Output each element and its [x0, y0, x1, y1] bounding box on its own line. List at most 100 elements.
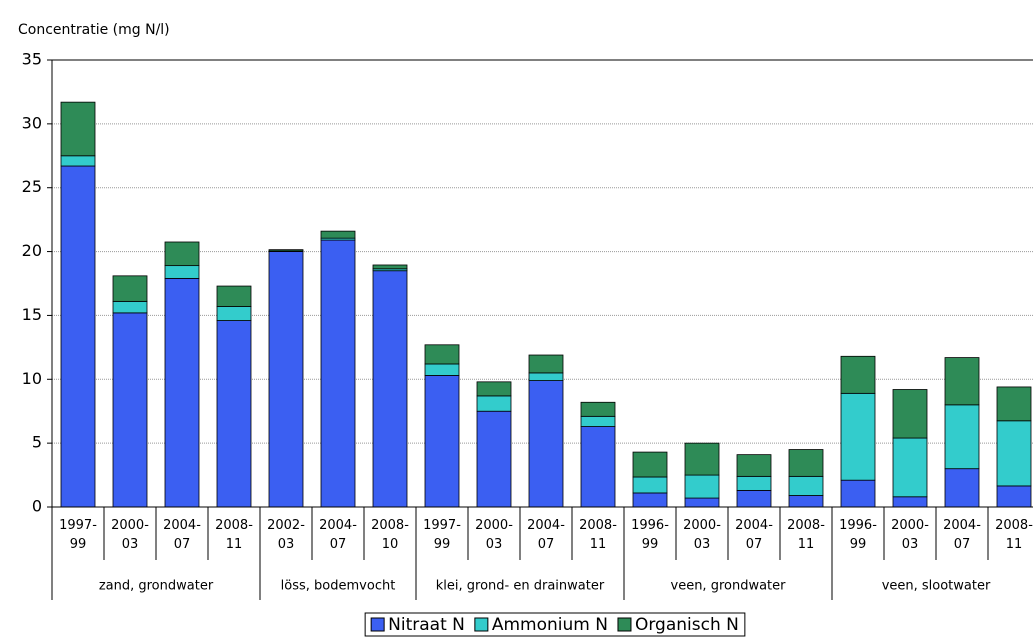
x-tick-label-line: 03: [122, 537, 139, 552]
x-tick-label: 2008- 11: [579, 518, 617, 552]
x-tick-label: 2000- 03: [111, 518, 149, 552]
legend-swatch: [617, 617, 632, 632]
legend-frame: [364, 612, 746, 637]
bar-segment: [268, 251, 304, 508]
x-tick-label-line: 2008-: [579, 518, 617, 533]
bar-segment: [216, 320, 252, 508]
y-tick-label: 20: [22, 241, 42, 260]
x-tick-label-line: 1997-: [59, 518, 97, 533]
x-tick-label: 2008- 11: [215, 518, 253, 552]
x-tick-label-line: 11: [1006, 537, 1023, 552]
x-tick-label: 2004- 07: [943, 518, 981, 552]
x-tick-label-line: 2000-: [111, 518, 149, 533]
bar-segment: [684, 497, 720, 508]
y-tick-label: 30: [22, 113, 42, 132]
bar-segment: [996, 386, 1032, 422]
bar-segment: [216, 306, 252, 321]
legend-label: Organisch N: [635, 615, 739, 635]
x-tick-label-line: 10: [382, 537, 399, 552]
x-tick-label-line: 1996-: [631, 518, 669, 533]
x-tick-label-line: 03: [902, 537, 919, 552]
y-tick-label: 15: [22, 305, 42, 324]
group-label: klei, grond- en drainwater: [436, 579, 605, 594]
x-tick-label-line: 2004-: [319, 518, 357, 533]
bar-segment: [996, 420, 1032, 487]
x-tick-label: 1997- 99: [59, 518, 97, 552]
x-tick-label: 2004- 07: [319, 518, 357, 552]
legend-swatch: [370, 617, 385, 632]
bar-segment: [164, 265, 200, 279]
legend: Nitraat N Ammonium N Organisch N: [364, 612, 746, 637]
group-label: veen, slootwater: [882, 579, 991, 594]
x-tick-label-line: 07: [538, 537, 555, 552]
x-tick-label-line: 11: [226, 537, 243, 552]
x-tick-label-line: 2000-: [475, 518, 513, 533]
bar-segment: [268, 249, 304, 252]
x-tick-label: 2004- 07: [163, 518, 201, 552]
bar-segment: [528, 380, 564, 508]
x-tick-label-line: 03: [486, 537, 503, 552]
bar-segment: [788, 475, 824, 496]
x-tick-label: 1996- 99: [839, 518, 877, 552]
bar-segment: [424, 344, 460, 365]
bar-segment: [788, 449, 824, 477]
x-tick-label-line: 2008-: [215, 518, 253, 533]
bar-segment: [372, 270, 408, 508]
bar-segment: [528, 354, 564, 374]
x-tick-label-line: 99: [434, 537, 451, 552]
bar-segment: [112, 312, 148, 508]
x-tick-label-line: 2004-: [943, 518, 981, 533]
x-tick-label-line: 03: [694, 537, 711, 552]
y-tick-label: 25: [22, 177, 42, 196]
bar-segment: [320, 230, 356, 239]
bar-segment: [580, 415, 616, 427]
x-tick-label-line: 2004-: [735, 518, 773, 533]
x-tick-label: 2008- 11: [787, 518, 825, 552]
x-tick-label-line: 2000-: [891, 518, 929, 533]
x-tick-label: 2002- 03: [267, 518, 305, 552]
bar-segment: [60, 155, 96, 167]
bar-segment: [164, 241, 200, 267]
x-tick-label-line: 1997-: [423, 518, 461, 533]
x-tick-label: 2000- 03: [475, 518, 513, 552]
bar-segment: [112, 275, 148, 302]
x-tick-label-line: 2008-: [995, 518, 1033, 533]
x-tick-label-line: 2002-: [267, 518, 305, 533]
bar-segment: [996, 485, 1032, 508]
bar-segment: [892, 496, 928, 508]
y-axis-label: Concentratie (mg N/l): [18, 22, 170, 38]
x-tick-label: 2000- 03: [891, 518, 929, 552]
x-tick-label-line: 2000-: [683, 518, 721, 533]
bar-segment: [320, 239, 356, 508]
x-tick-label: 2000- 03: [683, 518, 721, 552]
bar-segment: [840, 392, 876, 481]
x-tick-label-line: 99: [850, 537, 867, 552]
x-tick-label: 2004- 07: [527, 518, 565, 552]
bar-segment: [164, 277, 200, 508]
bar-segment: [840, 479, 876, 508]
group-label: veen, grondwater: [671, 579, 787, 594]
bar-segment: [60, 101, 96, 157]
bar-segment: [476, 410, 512, 508]
bar-segment: [528, 372, 564, 381]
x-tick-label-line: 11: [590, 537, 607, 552]
bar-segment: [684, 474, 720, 499]
bar-segment: [840, 355, 876, 394]
bar-segment: [580, 426, 616, 508]
bar-segment: [736, 489, 772, 508]
x-tick-label: 2008- 10: [371, 518, 409, 552]
x-tick-label-line: 07: [746, 537, 763, 552]
bar-segment: [632, 451, 668, 478]
bar-segment: [216, 285, 252, 307]
x-tick-label-line: 2008-: [787, 518, 825, 533]
y-tick-label: 35: [22, 50, 42, 69]
x-tick-label-line: 2004-: [163, 518, 201, 533]
x-tick-label-line: 11: [798, 537, 815, 552]
x-tick-label-line: 03: [278, 537, 295, 552]
x-tick-label-line: 99: [70, 537, 87, 552]
bar-segment: [944, 404, 980, 470]
x-tick-label-line: 99: [642, 537, 659, 552]
bar-segment: [476, 395, 512, 412]
bar-segment: [944, 357, 980, 406]
